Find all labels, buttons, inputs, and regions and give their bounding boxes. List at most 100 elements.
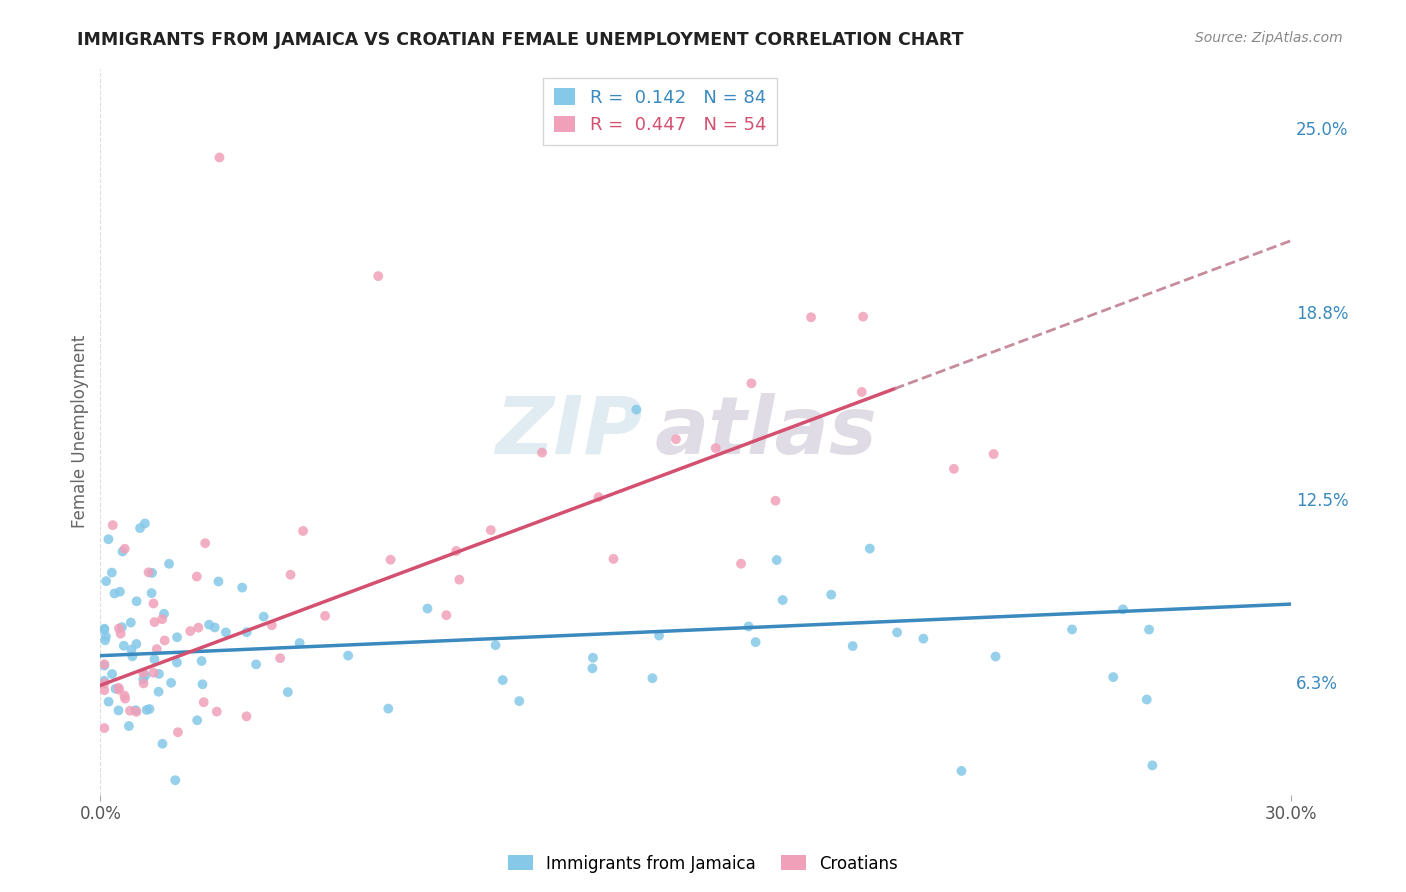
Point: [280, 567, 302, 582]
Point: [108, 622, 131, 636]
Point: [367, 269, 389, 284]
Point: [765, 553, 787, 567]
Point: [120, 704, 142, 718]
Point: [148, 684, 170, 698]
Point: [1142, 758, 1164, 772]
Point: [101, 667, 124, 681]
Point: [740, 376, 762, 391]
Text: Source: ZipAtlas.com: Source: ZipAtlas.com: [1195, 31, 1343, 45]
Point: [269, 651, 291, 665]
Point: [449, 573, 471, 587]
Point: [380, 553, 402, 567]
Point: [582, 650, 605, 665]
Point: [110, 626, 132, 640]
Point: [314, 608, 336, 623]
Point: [198, 617, 221, 632]
Text: atlas: atlas: [654, 392, 877, 471]
Point: [157, 557, 180, 571]
Point: [984, 649, 1007, 664]
Point: [235, 625, 257, 640]
Point: [912, 632, 935, 646]
Legend: Immigrants from Jamaica, Croatians: Immigrants from Jamaica, Croatians: [502, 848, 904, 880]
Point: [641, 671, 664, 685]
Point: [114, 689, 136, 703]
Point: [186, 569, 208, 583]
Point: [288, 636, 311, 650]
Point: [142, 597, 165, 611]
Point: [125, 705, 148, 719]
Point: [93, 683, 115, 698]
Point: [626, 402, 648, 417]
Point: [135, 703, 157, 717]
Point: [146, 642, 169, 657]
Point: [277, 685, 299, 699]
Point: [125, 594, 148, 608]
Point: [94, 630, 117, 644]
Point: [93, 676, 115, 690]
Point: [120, 642, 142, 657]
Point: [93, 657, 115, 672]
Point: [253, 609, 276, 624]
Point: [160, 676, 183, 690]
Point: [194, 536, 217, 550]
Point: [730, 557, 752, 571]
Point: [93, 673, 115, 688]
Point: [207, 574, 229, 589]
Point: [942, 462, 965, 476]
Point: [112, 639, 135, 653]
Point: [134, 516, 156, 531]
Point: [377, 701, 399, 715]
Point: [588, 490, 610, 504]
Point: [245, 657, 267, 672]
Point: [94, 633, 117, 648]
Point: [820, 588, 842, 602]
Point: [153, 633, 176, 648]
Point: [1060, 623, 1083, 637]
Point: [235, 709, 257, 723]
Point: [108, 682, 131, 697]
Point: [859, 541, 882, 556]
Point: [186, 713, 208, 727]
Point: [132, 666, 155, 681]
Point: [1136, 692, 1159, 706]
Point: [96, 574, 118, 588]
Y-axis label: Female Unemployment: Female Unemployment: [72, 335, 89, 528]
Point: [704, 441, 727, 455]
Point: [190, 654, 212, 668]
Point: [143, 652, 166, 666]
Point: [114, 541, 136, 556]
Point: [150, 612, 173, 626]
Point: [950, 764, 973, 778]
Point: [983, 447, 1005, 461]
Point: [138, 702, 160, 716]
Point: [167, 725, 190, 739]
Point: [337, 648, 360, 663]
Point: [148, 666, 170, 681]
Point: [132, 673, 155, 687]
Point: [434, 608, 457, 623]
Text: IMMIGRANTS FROM JAMAICA VS CROATIAN FEMALE UNEMPLOYMENT CORRELATION CHART: IMMIGRANTS FROM JAMAICA VS CROATIAN FEMA…: [77, 31, 965, 49]
Point: [531, 445, 554, 459]
Point: [93, 623, 115, 637]
Point: [581, 661, 603, 675]
Point: [97, 695, 120, 709]
Point: [416, 601, 439, 615]
Point: [138, 566, 160, 580]
Legend: R =  0.142   N = 84, R =  0.447   N = 54: R = 0.142 N = 84, R = 0.447 N = 54: [543, 78, 778, 145]
Point: [231, 581, 253, 595]
Point: [665, 432, 688, 446]
Point: [602, 552, 624, 566]
Point: [134, 668, 156, 682]
Point: [125, 637, 148, 651]
Point: [648, 628, 671, 642]
Point: [191, 677, 214, 691]
Point: [111, 544, 134, 558]
Point: [143, 615, 166, 629]
Point: [107, 681, 129, 695]
Point: [772, 593, 794, 607]
Text: ZIP: ZIP: [495, 392, 643, 471]
Point: [260, 618, 283, 632]
Point: [93, 622, 115, 636]
Point: [204, 620, 226, 634]
Point: [187, 621, 209, 635]
